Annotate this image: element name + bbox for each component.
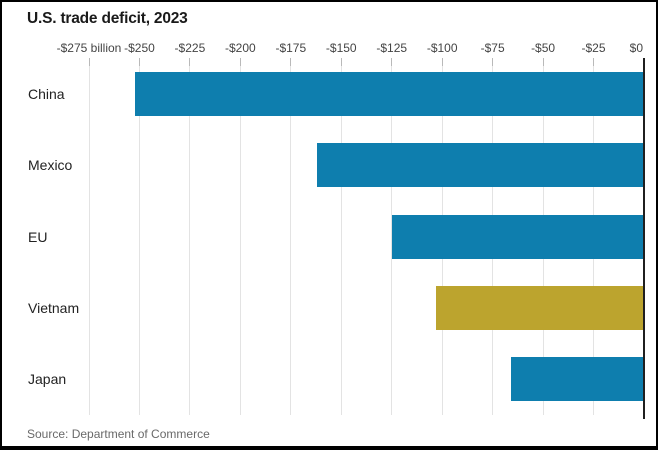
x-tick-label: -$125: [376, 41, 408, 55]
bar-japan: [510, 357, 644, 402]
gridline: [88, 58, 90, 415]
x-tick-label: -$75: [480, 41, 505, 55]
zero-axis-line: [642, 58, 645, 419]
x-tick-label: -$175: [275, 41, 307, 55]
x-tick-label: -$25: [581, 41, 606, 55]
tick-mark: [441, 58, 443, 66]
x-tick-label: -$250: [124, 41, 155, 55]
tick-mark: [340, 58, 342, 66]
tick-mark: [88, 58, 90, 66]
x-tick-label: -$275 billion: [56, 41, 122, 55]
gridline: [189, 58, 191, 415]
tick-mark: [492, 58, 494, 66]
bar-china: [135, 71, 644, 116]
x-tick-label: $0: [629, 41, 643, 55]
tick-mark: [239, 58, 241, 66]
category-label-vietnam: Vietnam: [28, 299, 80, 316]
bar-eu: [391, 214, 644, 259]
gridline: [239, 58, 241, 415]
tick-mark: [189, 58, 191, 66]
x-tick-label: -$200: [225, 41, 256, 55]
x-tick-label: -$150: [325, 41, 357, 55]
bar-vietnam: [436, 285, 644, 330]
x-tick-label: -$100: [426, 41, 458, 55]
chart-title: U.S. trade deficit, 2023: [27, 10, 188, 27]
tick-mark: [391, 58, 393, 66]
category-label-japan: Japan: [28, 371, 67, 388]
gridline: [290, 58, 292, 415]
tick-mark: [290, 58, 292, 66]
x-tick-label: -$50: [531, 41, 556, 55]
x-tick-label: -$225: [174, 41, 206, 55]
gridline: [138, 58, 140, 415]
gridline: [340, 58, 342, 415]
source-note: Source: Department of Commerce: [27, 427, 210, 441]
tick-mark: [593, 58, 595, 66]
category-label-eu: EU: [28, 228, 48, 245]
tick-mark: [138, 58, 140, 66]
category-label-mexico: Mexico: [28, 157, 73, 174]
category-label-china: China: [28, 85, 65, 102]
bar-mexico: [317, 143, 644, 188]
tick-mark: [542, 58, 544, 66]
